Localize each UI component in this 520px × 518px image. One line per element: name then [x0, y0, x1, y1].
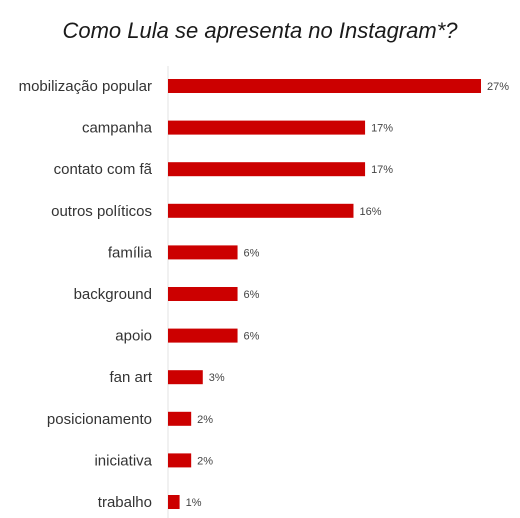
bar [168, 453, 192, 468]
bar [168, 495, 180, 509]
category-label: trabalho [98, 494, 152, 511]
category-label: iniciativa [94, 452, 152, 469]
value-label: 6% [244, 247, 260, 259]
bar [168, 245, 238, 260]
value-label: 2% [197, 414, 213, 426]
value-label: 27% [487, 81, 509, 93]
chart-title: Como Lula se apresenta no Instagram*? [62, 18, 458, 43]
category-label: apoio [115, 328, 152, 345]
bar [168, 203, 354, 218]
bar [168, 287, 238, 301]
value-label: 17% [371, 123, 393, 135]
bar [168, 328, 238, 343]
value-label: 2% [197, 455, 213, 467]
value-label: 16% [359, 206, 381, 218]
category-label: campanha [82, 120, 153, 137]
category-label: contato com fã [54, 161, 153, 178]
value-label: 6% [244, 331, 260, 343]
value-label: 1% [186, 497, 202, 509]
category-label: família [108, 244, 153, 261]
category-label: fan art [109, 369, 152, 386]
bars [168, 79, 481, 509]
value-label: 6% [244, 289, 260, 301]
category-label: outros políticos [51, 203, 152, 220]
bar [168, 162, 366, 177]
category-label: posicionamento [47, 411, 152, 428]
bar [168, 370, 203, 385]
bar [168, 79, 481, 93]
bar [168, 120, 366, 135]
category-labels: mobilização popular campanha contato com f… [19, 78, 153, 511]
value-labels: 27% 17% 17% 16% 6% 6% 6% 3% 2% 2% 1% [186, 81, 510, 509]
category-label: mobilização popular [19, 78, 152, 95]
value-label: 3% [209, 372, 225, 384]
category-label: background [74, 286, 152, 303]
bar [168, 411, 192, 426]
value-label: 17% [371, 164, 393, 176]
